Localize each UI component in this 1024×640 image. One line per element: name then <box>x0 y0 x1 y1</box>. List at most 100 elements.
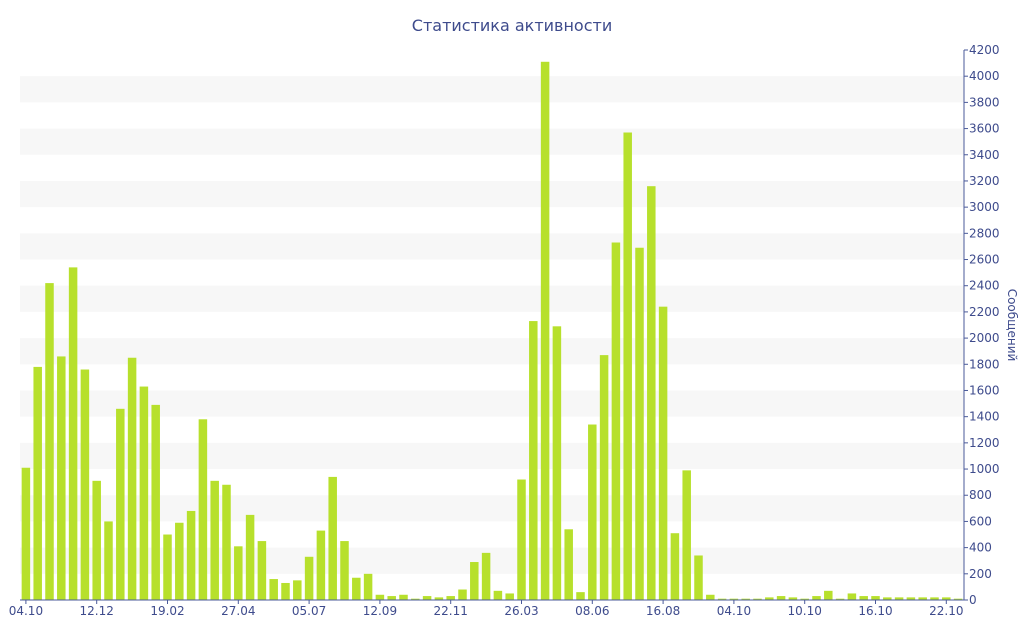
bar <box>706 594 715 600</box>
y-tick-label: 1400 <box>969 410 1000 424</box>
bar <box>269 579 278 600</box>
bar <box>788 597 798 600</box>
bar <box>552 326 562 600</box>
bar <box>800 598 809 600</box>
y-tick-label: 600 <box>969 514 992 528</box>
y-tick-label: 3600 <box>969 122 1000 136</box>
bar <box>611 242 621 600</box>
bar <box>470 562 479 600</box>
bar <box>588 424 597 600</box>
bar <box>352 577 361 600</box>
bar <box>222 484 231 600</box>
bar <box>930 597 939 600</box>
bar <box>859 596 868 600</box>
bar <box>328 476 337 600</box>
y-tick-label: 200 <box>969 567 992 581</box>
bar <box>493 590 503 600</box>
y-tick-label: 400 <box>969 541 992 555</box>
bar <box>21 467 31 600</box>
x-tick-label: 05.07 <box>292 604 326 618</box>
grid-band <box>20 338 964 365</box>
bars-group <box>21 61 963 601</box>
bar <box>175 522 184 600</box>
grid-band <box>20 76 964 103</box>
bar <box>658 306 668 600</box>
x-tick-label: 22.10 <box>929 604 963 618</box>
y-tick-label: 2800 <box>969 226 1000 240</box>
bar <box>316 530 326 600</box>
bar <box>835 598 845 600</box>
bar <box>210 480 219 600</box>
bar <box>186 510 196 600</box>
bar <box>234 546 243 600</box>
x-tick-label: 27.04 <box>221 604 255 618</box>
bar <box>765 597 774 600</box>
bar <box>340 541 349 600</box>
bar <box>682 470 691 600</box>
bar <box>871 596 880 600</box>
grid-band <box>20 495 964 522</box>
bar <box>635 247 644 601</box>
bar <box>198 419 208 600</box>
bar <box>80 369 90 600</box>
grid-band <box>20 285 964 312</box>
bar <box>753 598 762 600</box>
bar <box>824 590 833 600</box>
bar <box>257 541 267 600</box>
y-tick-label: 1600 <box>969 383 1000 397</box>
y-tick-label: 0 <box>969 593 977 607</box>
bar <box>127 357 137 600</box>
bar <box>151 404 160 600</box>
y-tick-label: 1000 <box>969 462 1000 476</box>
bar <box>694 555 703 600</box>
grid-band <box>20 233 964 260</box>
bar <box>576 592 585 600</box>
y-tick-label: 2000 <box>969 331 1000 345</box>
y-tick-label: 800 <box>969 488 992 502</box>
bar <box>599 355 609 600</box>
bar <box>942 597 951 600</box>
bar <box>104 521 113 600</box>
x-tick-label: 12.09 <box>363 604 397 618</box>
bar <box>139 386 149 600</box>
y-tick-label: 4000 <box>969 69 1000 83</box>
y-tick-label: 3000 <box>969 200 1000 214</box>
bar <box>304 556 314 600</box>
bar <box>776 596 786 600</box>
bar <box>918 597 927 600</box>
y-tick-label: 2200 <box>969 305 1000 319</box>
bar <box>540 61 550 601</box>
bar <box>57 356 66 600</box>
x-tick-label: 12.12 <box>80 604 114 618</box>
bar <box>116 408 125 600</box>
grid-band <box>20 128 964 155</box>
y-tick-label: 1800 <box>969 357 1000 371</box>
y-tick-label: 3400 <box>969 148 1000 162</box>
x-tick-label: 16.10 <box>858 604 892 618</box>
x-tick-label: 16.08 <box>646 604 680 618</box>
bar <box>446 596 455 600</box>
bar <box>92 480 101 600</box>
y-tick-label: 1200 <box>969 436 1000 450</box>
bar <box>883 597 892 600</box>
bar <box>953 598 963 600</box>
bar <box>906 597 916 600</box>
bar <box>481 552 491 600</box>
bar <box>68 267 78 600</box>
bar <box>529 321 538 600</box>
y-axis-label: Сообщений <box>1005 289 1019 362</box>
bar <box>623 132 632 600</box>
x-tick-label: 19.02 <box>150 604 184 618</box>
grid-band <box>20 442 964 470</box>
grid-bands <box>20 76 964 574</box>
y-tick-label: 2600 <box>969 253 1000 267</box>
x-tick-label: 04.10 <box>717 604 751 618</box>
x-tick-label: 10.10 <box>788 604 822 618</box>
bar <box>375 594 385 600</box>
bar <box>399 594 408 600</box>
bar <box>894 597 904 600</box>
x-tick-label: 04.10 <box>9 604 43 618</box>
bar <box>293 580 302 600</box>
bar <box>505 593 514 600</box>
bar <box>517 479 526 600</box>
